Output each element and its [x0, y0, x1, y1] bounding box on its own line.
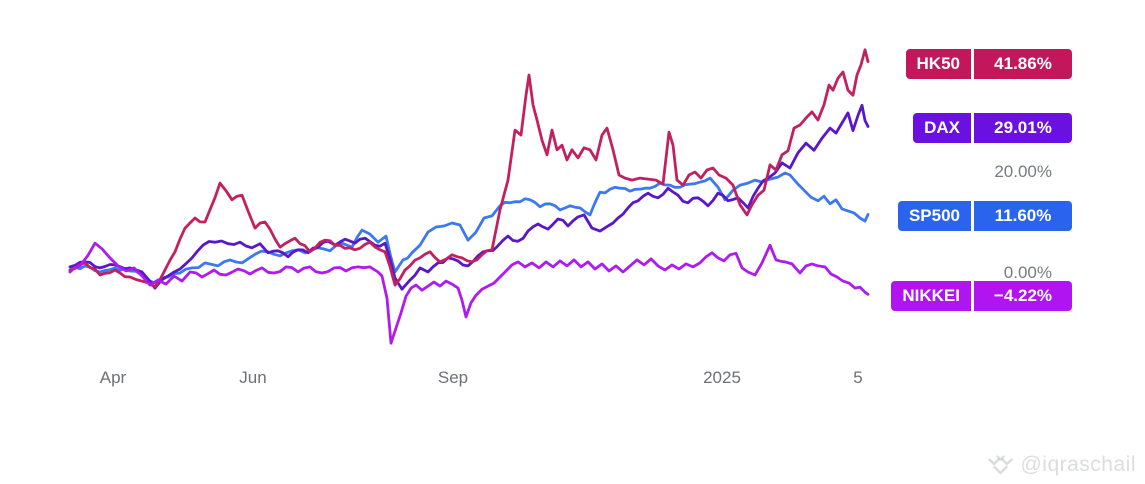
series-badge-dax: DAX 29.01% [913, 113, 1072, 144]
x-axis-tick: Sep [437, 368, 469, 387]
series-badge-hk50: HK50 41.86% [905, 48, 1072, 79]
series-badge-sp500: SP500 11.60% [897, 201, 1072, 232]
series-badge-name: DAX [913, 113, 971, 144]
y-axis-label: 20.00% [994, 162, 1052, 181]
series-line-hk50 [68, 48, 870, 289]
x-axis-tick: Apr [99, 368, 127, 387]
series-badge-value: 29.01% [974, 113, 1072, 144]
series-badge-value: 41.86% [974, 48, 1072, 79]
y-axis-label: 0.00% [1003, 263, 1052, 282]
series-badge-value: −4.22% [974, 281, 1072, 312]
x-axis-tick: Jun [239, 368, 267, 387]
chevron-diamond-logo-icon [987, 452, 1014, 477]
series-badge-value: 11.60% [974, 201, 1072, 232]
watermark-handle: @iqraschail [1020, 452, 1136, 476]
series-badge-name: SP500 [897, 201, 971, 232]
series-badge-name: HK50 [905, 48, 971, 79]
series-line-nikkei [68, 241, 870, 345]
series-badge-name: NIKKEI [891, 281, 971, 312]
watermark: @iqraschail [987, 452, 1136, 477]
x-axis-tick: 2025 [703, 368, 741, 387]
x-axis-tick: 5 [853, 368, 863, 387]
series-badge-nikkei: NIKKEI −4.22% [891, 281, 1072, 312]
